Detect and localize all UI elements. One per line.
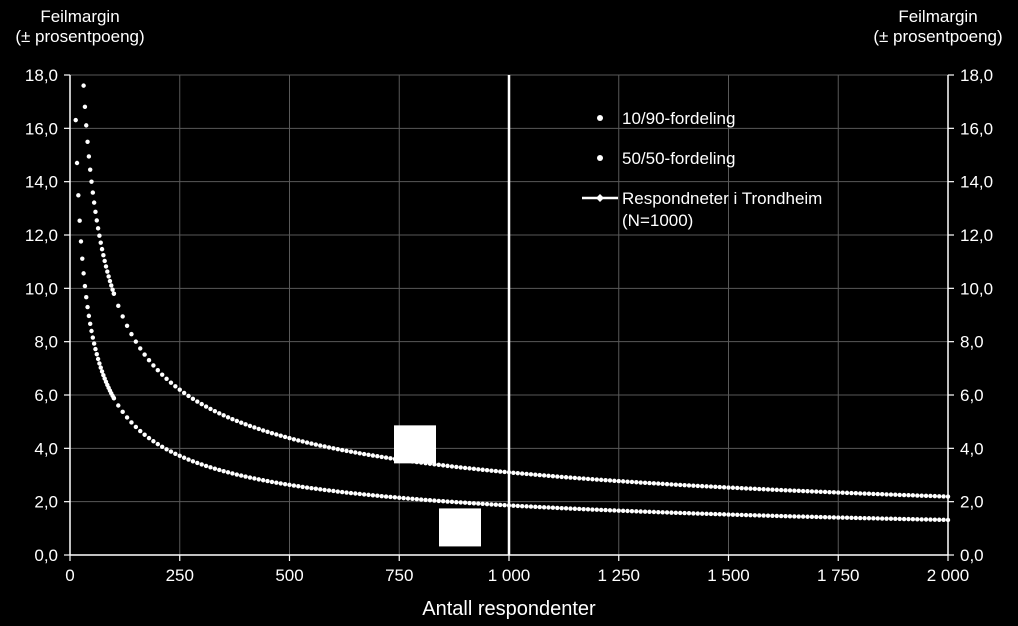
legend-glyph-dot: [597, 115, 603, 121]
svg-text:6,0: 6,0: [34, 386, 58, 405]
svg-text:2,0: 2,0: [960, 493, 984, 512]
svg-text:2,0: 2,0: [34, 493, 58, 512]
svg-text:2 000: 2 000: [927, 566, 970, 585]
svg-text:0,0: 0,0: [34, 546, 58, 565]
svg-text:6,0: 6,0: [960, 386, 984, 405]
svg-text:16,0: 16,0: [960, 119, 993, 138]
svg-text:8,0: 8,0: [960, 333, 984, 352]
svg-text:250: 250: [166, 566, 194, 585]
svg-text:0: 0: [65, 566, 74, 585]
svg-text:(± prosentpoeng): (± prosentpoeng): [15, 27, 144, 46]
svg-text:4,0: 4,0: [960, 439, 984, 458]
svg-text:18,0: 18,0: [25, 66, 58, 85]
svg-text:(± prosentpoeng): (± prosentpoeng): [873, 27, 1002, 46]
feilmargin-chart: 0,0 0,0 2,0 2,0 4,0 4,0 6,0 6,0 8,0 8,0 10,0 10,0 12…: [0, 0, 1018, 626]
svg-text:1 250: 1 250: [597, 566, 640, 585]
legend-glyph-dot: [597, 155, 603, 161]
svg-text:12,0: 12,0: [960, 226, 993, 245]
svg-text:10,0: 10,0: [960, 279, 993, 298]
svg-text:4,0: 4,0: [34, 439, 58, 458]
svg-text:10/90-fordeling: 10/90-fordeling: [622, 109, 735, 128]
svg-text:(N=1000): (N=1000): [622, 211, 693, 230]
svg-text:10,0: 10,0: [25, 279, 58, 298]
x-tick-labels: 0 250 500 750 1 000 1 250 1 500 1 750 2 000: [65, 555, 969, 585]
svg-text:1 750: 1 750: [817, 566, 860, 585]
value-box-s1090: [439, 508, 481, 546]
svg-text:18,0: 18,0: [960, 66, 993, 85]
svg-text:50/50-fordeling: 50/50-fordeling: [622, 149, 735, 168]
svg-text:Respondneter i Trondheim: Respondneter i Trondheim: [622, 189, 822, 208]
svg-text:14,0: 14,0: [960, 173, 993, 192]
y-axis-title-left: Feilmargin: [40, 7, 119, 26]
svg-text:1 500: 1 500: [707, 566, 750, 585]
value-box-s5050: [394, 425, 436, 463]
svg-text:500: 500: [275, 566, 303, 585]
svg-text:8,0: 8,0: [34, 333, 58, 352]
svg-text:12,0: 12,0: [25, 226, 58, 245]
svg-text:16,0: 16,0: [25, 119, 58, 138]
chart-svg: 0,0 0,0 2,0 2,0 4,0 4,0 6,0 6,0 8,0 8,0 10,0 10,0 12…: [0, 0, 1018, 626]
y-axis-title-right: Feilmargin: [898, 7, 977, 26]
svg-text:750: 750: [385, 566, 413, 585]
svg-text:1 000: 1 000: [488, 566, 531, 585]
x-axis-title: Antall respondenter: [422, 598, 596, 620]
svg-text:14,0: 14,0: [25, 173, 58, 192]
svg-text:0,0: 0,0: [960, 546, 984, 565]
